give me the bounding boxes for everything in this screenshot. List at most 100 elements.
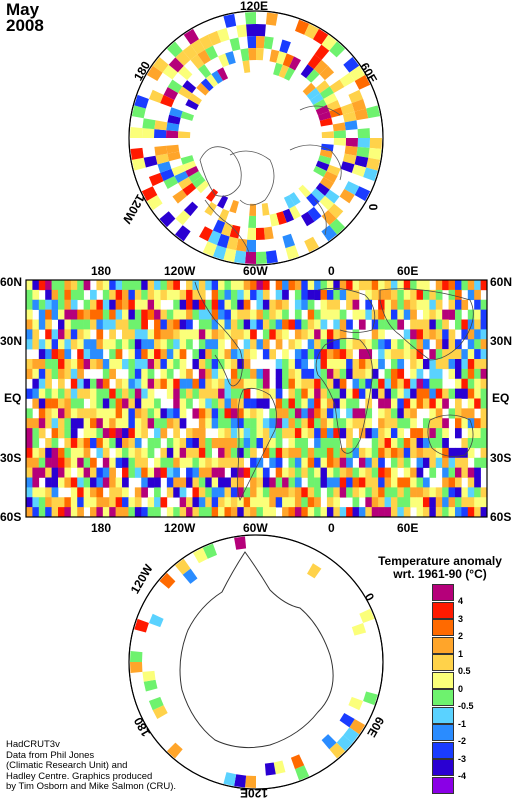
anomaly-cell [152,705,168,719]
anomaly-cell [307,467,315,478]
anomaly-cell [269,487,277,498]
anomaly-cell [365,428,373,439]
anomaly-cell [26,388,33,399]
anomaly-cell [64,299,72,310]
anomaly-cell [403,289,411,301]
anomaly-cell [102,388,110,399]
anomaly-cell [122,398,129,409]
anomaly-cell [198,359,206,370]
anomaly-cell [160,168,175,182]
anomaly-cell [467,329,475,340]
anomaly-cell [262,418,270,429]
anomaly-cell [256,378,264,389]
anomaly-cell [70,497,78,508]
anomaly-cell [218,418,225,429]
anomaly-cell [256,388,264,399]
legend-label: 1 [458,648,464,659]
anomaly-cell [301,289,309,301]
anomaly-cell [435,487,443,498]
anomaly-cell [346,299,353,310]
anomaly-cell [218,438,225,449]
anomaly-cell [256,507,264,518]
anomaly-cell [314,339,321,350]
anomaly-cell [77,418,84,429]
anomaly-cell [480,487,488,498]
anomaly-cell [320,507,328,518]
anomaly-cell [262,388,270,399]
anomaly-cell [45,378,52,389]
anomaly-cell [442,280,449,291]
anomaly-cell [416,507,424,518]
anomaly-cell [90,408,97,419]
anomaly-cell [333,398,341,409]
anomaly-cell [38,428,46,439]
anomaly-cell [38,368,46,380]
anomaly-cell [115,299,123,310]
anomaly-cell [32,359,40,370]
anomaly-cell [185,99,199,111]
anomaly-cell [38,339,46,350]
anomaly-cell [205,507,212,518]
legend-label: -0.5 [458,701,474,711]
anomaly-cell [289,205,301,220]
anomaly-cell [301,329,309,340]
anomaly-cell [147,378,155,389]
anomaly-cell [358,359,366,370]
anomaly-cell [480,359,488,370]
anomaly-cell [70,418,78,429]
anomaly-cell [340,161,355,173]
anomaly-cell [429,447,437,459]
anomaly-cell [70,368,78,380]
anomaly-cell [237,329,244,340]
anomaly-cell [321,143,334,152]
anomaly-cell [467,388,475,399]
anomaly-cell [211,309,219,320]
anomaly-cell [175,210,191,226]
anomaly-cell [179,329,187,340]
anomaly-cell [269,299,277,310]
anomaly-cell [64,408,72,419]
anomaly-cell [173,289,180,301]
anomaly-cell [115,388,123,399]
anomaly-cell [282,359,289,370]
anomaly-cell [282,309,289,320]
anomaly-cell [390,418,398,429]
anomaly-cell [282,477,289,488]
anomaly-cell [186,497,193,508]
anomaly-cell [51,477,59,488]
anomaly-cell [397,418,405,429]
anomaly-cell [166,477,174,488]
anomaly-cell [480,507,488,518]
anomaly-cell [237,408,244,419]
anomaly-cell [192,359,200,370]
anomaly-cell [38,457,46,468]
anomaly-cell [102,507,110,518]
anomaly-cell [102,497,110,508]
anomaly-cell [365,398,373,409]
anomaly-cell [154,477,161,488]
anomaly-cell [390,299,398,310]
anomaly-cell [294,359,302,370]
anomaly-cell [352,368,360,380]
anomaly-cell [90,388,97,399]
anomaly-cell [307,299,315,310]
anomaly-cell [390,507,398,518]
anomaly-cell [461,467,469,478]
anomaly-cell [352,447,360,459]
anomaly-cell [365,339,373,350]
anomaly-cell [371,368,379,380]
anomaly-cell [461,418,469,429]
anomaly-cell [96,507,104,518]
anomaly-cell [333,368,341,380]
anomaly-cell [275,368,283,380]
anomaly-cell [429,408,437,419]
anomaly-cell [90,418,97,429]
anomaly-cell [467,438,475,449]
anomaly-cell [365,477,373,488]
anomaly-cell [83,388,91,399]
map-date: May 2008 [6,1,44,34]
anomaly-cell [83,408,91,419]
anomaly-cell [122,388,129,399]
anomaly-cell [282,418,289,429]
anomaly-cell [186,299,193,310]
